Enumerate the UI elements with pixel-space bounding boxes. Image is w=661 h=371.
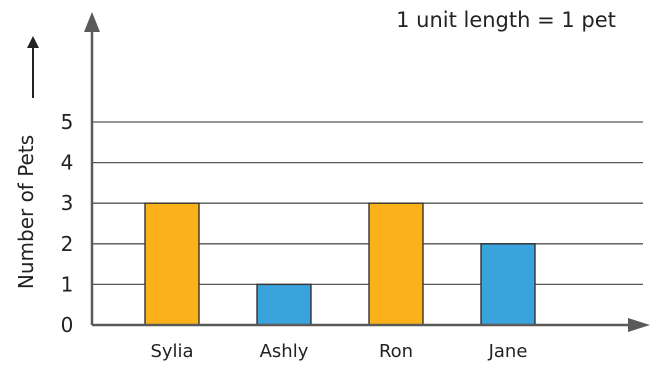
y-axis-title-arrow-head	[27, 36, 39, 48]
unit-note: 1 unit length = 1 pet	[396, 8, 616, 32]
y-tick-label: 1	[61, 272, 74, 296]
bar	[480, 243, 536, 326]
x-tick-label: Sylia	[150, 341, 193, 362]
y-axis-title: Number of Pets	[14, 36, 39, 289]
y-tick-label: 2	[61, 232, 74, 256]
bar	[144, 202, 200, 326]
y-axis-arrow	[84, 12, 100, 32]
bar	[256, 283, 312, 326]
axes	[84, 12, 650, 332]
x-tick-label: Ashly	[260, 341, 309, 362]
x-tick-label: Jane	[488, 341, 528, 362]
y-tick-label: 5	[61, 110, 74, 134]
y-axis-title-text: Number of Pets	[14, 135, 38, 289]
y-tick-label: 0	[61, 313, 74, 337]
tick-labels: 0 1 2 3 4 5 Sylia Ashly Ron Jane	[61, 110, 528, 362]
bars	[144, 202, 536, 326]
bar	[368, 202, 424, 326]
x-axis-arrow	[628, 318, 650, 332]
x-tick-label: Ron	[379, 341, 413, 362]
y-tick-label: 3	[61, 191, 74, 215]
y-tick-label: 4	[61, 151, 74, 175]
